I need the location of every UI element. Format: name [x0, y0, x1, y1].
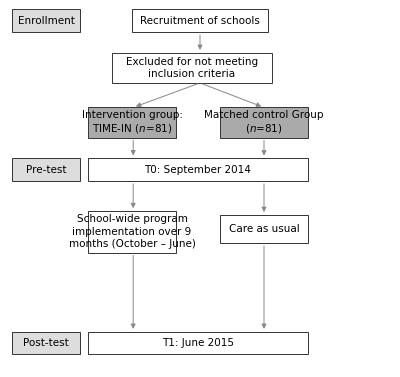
FancyBboxPatch shape: [220, 107, 308, 138]
Text: Recruitment of schools: Recruitment of schools: [140, 16, 260, 26]
FancyBboxPatch shape: [112, 53, 272, 83]
FancyBboxPatch shape: [88, 107, 176, 138]
FancyBboxPatch shape: [12, 332, 80, 354]
Text: Matched control Group
($n$=81): Matched control Group ($n$=81): [204, 110, 324, 135]
Text: Care as usual: Care as usual: [229, 224, 299, 234]
FancyBboxPatch shape: [12, 158, 80, 181]
Text: Pre-test: Pre-test: [26, 165, 66, 175]
Text: T0: September 2014: T0: September 2014: [144, 165, 252, 175]
Text: Enrollment: Enrollment: [18, 16, 74, 26]
Text: Intervention group:
TIME-IN ($n$=81): Intervention group: TIME-IN ($n$=81): [82, 110, 182, 135]
FancyBboxPatch shape: [88, 211, 176, 253]
Text: Post-test: Post-test: [23, 338, 69, 348]
Text: School-wide program
implementation over 9
months (October – June): School-wide program implementation over …: [68, 215, 196, 249]
FancyBboxPatch shape: [88, 158, 308, 181]
FancyBboxPatch shape: [132, 9, 268, 32]
Text: Excluded for not meeting
inclusion criteria: Excluded for not meeting inclusion crite…: [126, 57, 258, 79]
Text: T1: June 2015: T1: June 2015: [162, 338, 234, 348]
FancyBboxPatch shape: [220, 215, 308, 243]
FancyBboxPatch shape: [88, 332, 308, 354]
FancyBboxPatch shape: [12, 9, 80, 32]
